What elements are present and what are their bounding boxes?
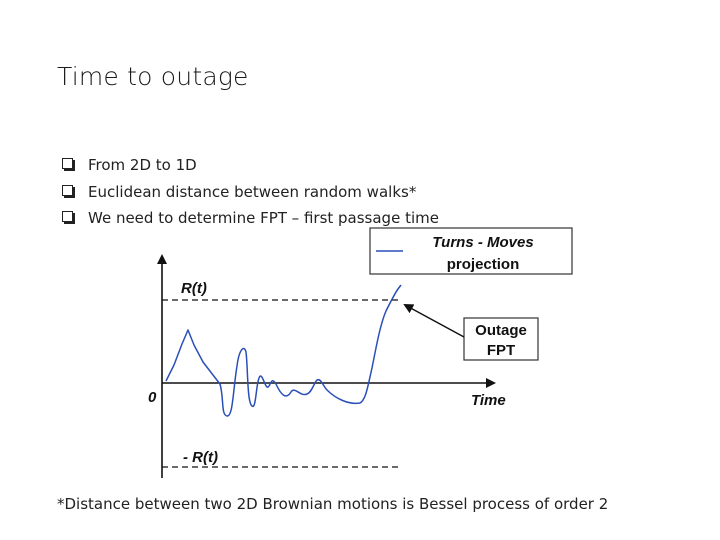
bullet-text: From 2D to 1D	[88, 156, 197, 174]
checkbox-bullet-icon	[62, 211, 73, 222]
upper-threshold-label: R(t)	[181, 280, 207, 297]
callout-arrow	[403, 304, 465, 338]
checkbox-bullet-icon	[62, 158, 73, 169]
bullet-item: We need to determine FPT – first passage…	[62, 205, 439, 232]
x-axis-label: Time	[471, 392, 506, 409]
bullet-text: We need to determine FPT – first passage…	[88, 209, 439, 227]
callout-border	[463, 317, 539, 361]
legend-border	[369, 227, 573, 275]
bullet-item: From 2D to 1D	[62, 152, 439, 179]
random-walk-curve	[165, 284, 402, 417]
lower-threshold-label: - R(t)	[183, 449, 218, 466]
bullet-list: From 2D to 1D Euclidean distance between…	[62, 152, 439, 232]
bullet-item: Euclidean distance between random walks*	[62, 179, 439, 206]
footnote: *Distance between two 2D Brownian motion…	[57, 495, 609, 513]
bullet-text: Euclidean distance between random walks*	[88, 182, 417, 201]
origin-label: 0	[148, 389, 157, 406]
checkbox-bullet-icon	[62, 184, 73, 196]
callout-label-line2: FPT	[487, 342, 515, 359]
slide-title: Time to outage	[57, 62, 249, 91]
legend-label-line2: projection	[447, 256, 520, 273]
legend-box: Turns - Moves projection	[369, 227, 573, 275]
callout-label-line1: Outage	[475, 322, 527, 339]
outage-fpt-callout: Outage FPT	[403, 304, 539, 361]
legend-label-line1: Turns - Moves	[432, 234, 533, 251]
